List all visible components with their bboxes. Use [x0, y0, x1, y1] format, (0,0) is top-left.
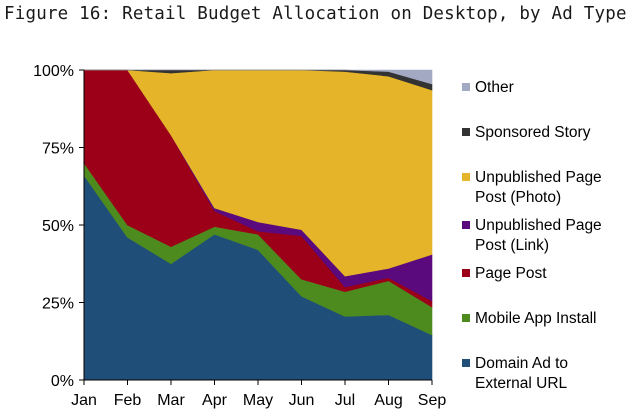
legend-swatch: [462, 221, 470, 229]
legend-item-page-post: Page Post: [462, 265, 547, 282]
legend-label: Mobile App Install: [475, 310, 597, 327]
legend-swatch: [462, 128, 470, 136]
y-tick-label: 25%: [42, 296, 74, 313]
y-tick-label: 75%: [42, 141, 74, 158]
x-tick-label: Aug: [374, 392, 402, 409]
legend-label: External URL: [475, 375, 568, 392]
x-tick-label: Jun: [289, 392, 315, 409]
chart-title: Figure 16: Retail Budget Allocation on D…: [4, 4, 627, 24]
x-tick-label: May: [243, 392, 273, 409]
legend: Other Sponsored Story Unpublished Page Post…: [462, 79, 602, 392]
y-tick-label: 50%: [42, 218, 74, 235]
x-tick-label: Apr: [202, 392, 228, 409]
legend-label: Post (Photo): [475, 189, 561, 206]
x-tick-labels: Jan Feb Mar Apr May Jun Jul Aug Sep: [71, 392, 446, 409]
legend-swatch: [462, 359, 470, 367]
legend-item-sponsored-story: Sponsored Story: [462, 124, 591, 141]
axes: [79, 69, 433, 385]
y-tick-labels: 0% 25% 50% 75% 100%: [33, 63, 74, 390]
legend-swatch: [462, 314, 470, 322]
legend-item-unpublished-page-post-link: Unpublished Page Post (Link): [462, 217, 602, 254]
legend-item-mobile-app-install: Mobile App Install: [462, 310, 597, 327]
legend-label: Other: [475, 79, 514, 96]
y-tick-label: 0%: [51, 373, 74, 390]
legend-item-domain-ad-to-external-url: Domain Ad to External URL: [462, 355, 568, 392]
legend-label: Page Post: [475, 265, 547, 282]
x-tick-label: Jan: [71, 392, 97, 409]
x-tick-label: Jul: [335, 392, 355, 409]
legend-label: Sponsored Story: [475, 124, 591, 141]
legend-swatch: [462, 173, 470, 181]
x-tick-label: Mar: [157, 392, 185, 409]
legend-swatch: [462, 269, 470, 277]
plot-areas: [83, 69, 433, 381]
x-tick-label: Sep: [418, 392, 447, 409]
x-tick-label: Feb: [114, 392, 142, 409]
legend-item-unpublished-page-post-photo: Unpublished Page Post (Photo): [462, 169, 602, 206]
legend-label: Unpublished Page: [475, 217, 602, 234]
legend-label: Unpublished Page: [475, 169, 602, 186]
legend-label: Post (Link): [475, 237, 549, 254]
area-other: [84, 69, 433, 85]
legend-label: Domain Ad to: [475, 355, 568, 372]
y-tick-label: 100%: [33, 63, 74, 80]
legend-swatch: [462, 83, 470, 91]
legend-item-other: Other: [462, 79, 514, 96]
